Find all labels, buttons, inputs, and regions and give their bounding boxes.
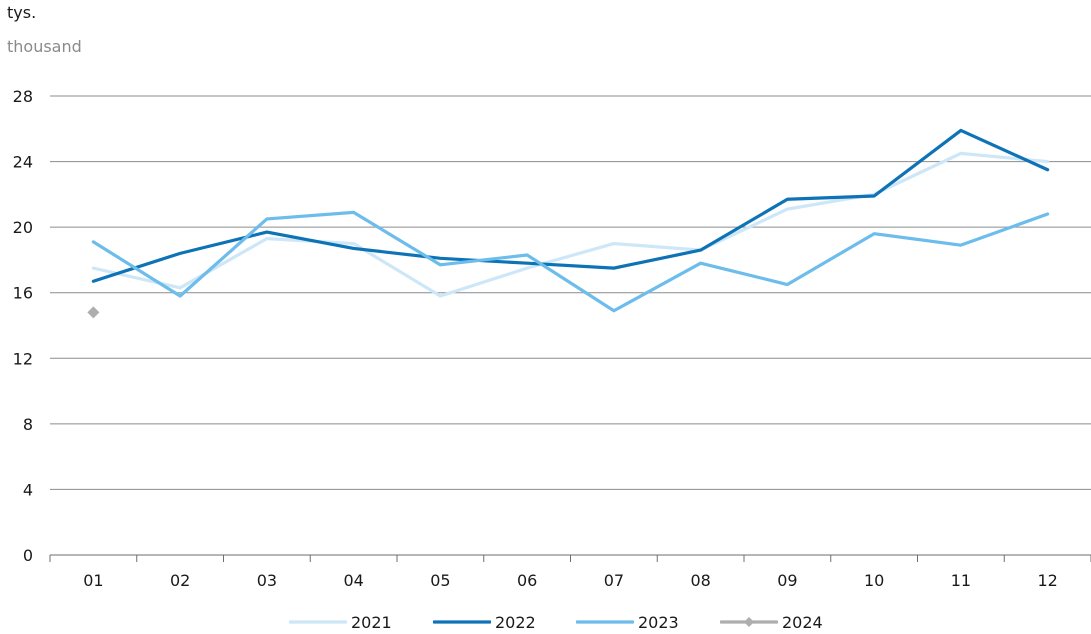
legend: 2021 2022 2023 2024 [0, 610, 1091, 634]
x-tick-label: 06 [517, 571, 537, 590]
y-tick-labels: 0 4 8 12 16 20 24 28 [13, 87, 33, 565]
legend-label: 2023 [638, 612, 679, 632]
x-axis [49, 554, 1091, 562]
x-tick-label: 11 [951, 571, 971, 590]
y-tick-label: 24 [13, 153, 33, 172]
y-tick-label: 4 [23, 480, 33, 499]
legend-label: 2024 [782, 612, 823, 632]
x-tick-label: 01 [83, 571, 103, 590]
x-tick-labels: 01 02 03 04 05 06 07 08 09 10 11 12 [83, 571, 1058, 590]
data-point-2024 [87, 306, 100, 319]
legend-swatch [433, 610, 491, 634]
y-tick-label: 16 [13, 284, 33, 303]
legend-swatch [576, 610, 634, 634]
legend-item-2022: 2022 [433, 610, 536, 634]
x-tick-label: 02 [170, 571, 190, 590]
legend-item-2024: 2024 [720, 610, 823, 634]
x-tick-label: 12 [1037, 571, 1057, 590]
y-tick-label: 8 [23, 415, 33, 434]
x-tick-label: 08 [690, 571, 710, 590]
unit-label-english: thousand [7, 37, 82, 56]
legend-swatch [289, 610, 347, 634]
x-tick-label: 09 [777, 571, 797, 590]
series-line-2021 [91, 151, 1050, 298]
y-tick-label: 20 [13, 218, 33, 237]
x-tick-label: 04 [343, 571, 363, 590]
x-tick-label: 07 [604, 571, 624, 590]
legend-label: 2022 [495, 612, 536, 632]
series-line-2022 [91, 128, 1050, 283]
legend-item-2023: 2023 [576, 610, 679, 634]
x-tick-label: 05 [430, 571, 450, 590]
legend-swatch [720, 610, 778, 634]
legend-label: 2021 [351, 612, 392, 632]
x-tick-label: 03 [257, 571, 277, 590]
y-tick-label: 0 [23, 546, 33, 565]
y-tick-label: 12 [13, 349, 33, 368]
x-tick-label: 10 [864, 571, 884, 590]
y-tick-label: 28 [13, 87, 33, 106]
series-line-2023 [91, 210, 1050, 313]
unit-label-polish: tys. [7, 3, 37, 22]
legend-item-2021: 2021 [289, 610, 392, 634]
grid-lines [50, 95, 1091, 490]
series-lines [87, 128, 1050, 319]
